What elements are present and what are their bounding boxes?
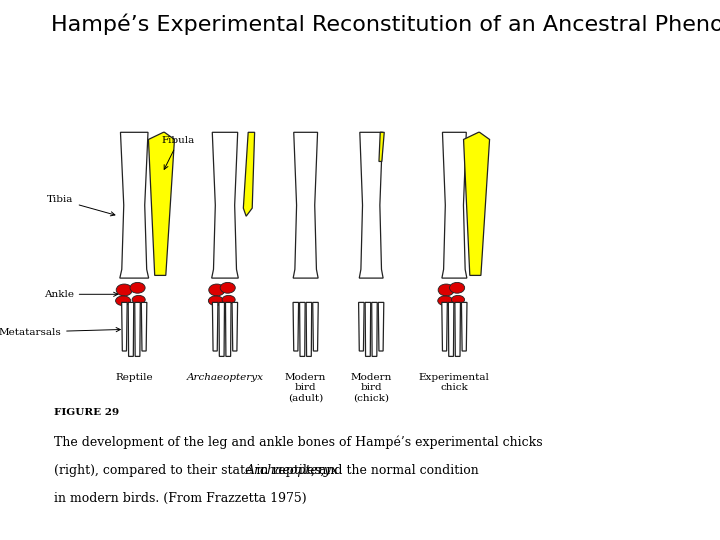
Ellipse shape [116,284,132,296]
Text: , and the normal condition: , and the normal condition [311,464,479,477]
Polygon shape [219,302,225,356]
Polygon shape [378,302,384,351]
Polygon shape [135,302,140,356]
Ellipse shape [438,296,453,306]
Text: Hampé’s Experimental Reconstitution of an Ancestral Phenotype: Hampé’s Experimental Reconstitution of a… [51,14,720,35]
Text: The development of the leg and ankle bones of Hampé’s experimental chicks: The development of the leg and ankle bon… [53,436,542,449]
Polygon shape [141,302,147,351]
Polygon shape [379,132,384,161]
Text: (right), compared to their state in reptiles,: (right), compared to their state in rept… [53,464,328,477]
Text: Archaeopteryx: Archaeopteryx [186,373,264,382]
Text: Metatarsals: Metatarsals [0,328,120,336]
Text: Modern
bird
(adult): Modern bird (adult) [285,373,326,402]
Text: Reptile: Reptile [115,373,153,382]
Ellipse shape [449,282,464,293]
Polygon shape [148,132,174,275]
Ellipse shape [130,282,145,293]
Polygon shape [243,132,255,216]
Polygon shape [232,302,238,351]
Ellipse shape [451,295,464,304]
Ellipse shape [220,282,235,293]
Text: Tibia: Tibia [48,195,115,216]
Ellipse shape [438,284,454,296]
Polygon shape [300,302,305,356]
Ellipse shape [222,295,235,304]
Polygon shape [225,302,231,356]
Polygon shape [442,302,447,351]
Polygon shape [442,132,467,278]
Polygon shape [293,132,318,278]
Ellipse shape [132,295,145,304]
Ellipse shape [116,296,131,306]
Polygon shape [449,302,454,356]
Polygon shape [462,302,467,351]
Polygon shape [312,302,318,351]
Text: in modern birds. (From Frazzetta 1975): in modern birds. (From Frazzetta 1975) [53,492,306,505]
Polygon shape [212,132,238,278]
Text: Ankle: Ankle [44,290,118,299]
Polygon shape [306,302,312,356]
Polygon shape [359,132,383,278]
Polygon shape [128,302,134,356]
Text: Fibula: Fibula [162,136,195,170]
Polygon shape [372,302,377,356]
Polygon shape [212,302,218,351]
Polygon shape [359,302,364,351]
Ellipse shape [209,284,225,296]
Polygon shape [464,132,490,275]
Polygon shape [122,302,127,351]
Polygon shape [293,302,299,351]
Text: Modern
bird
(chick): Modern bird (chick) [351,373,392,402]
Polygon shape [120,132,148,278]
Polygon shape [365,302,371,356]
Text: Experimental
chick: Experimental chick [419,373,490,392]
Polygon shape [455,302,460,356]
Ellipse shape [208,296,223,306]
Text: FIGURE 29: FIGURE 29 [53,408,119,417]
Text: Archaeopteryx: Archaeopteryx [246,464,338,477]
